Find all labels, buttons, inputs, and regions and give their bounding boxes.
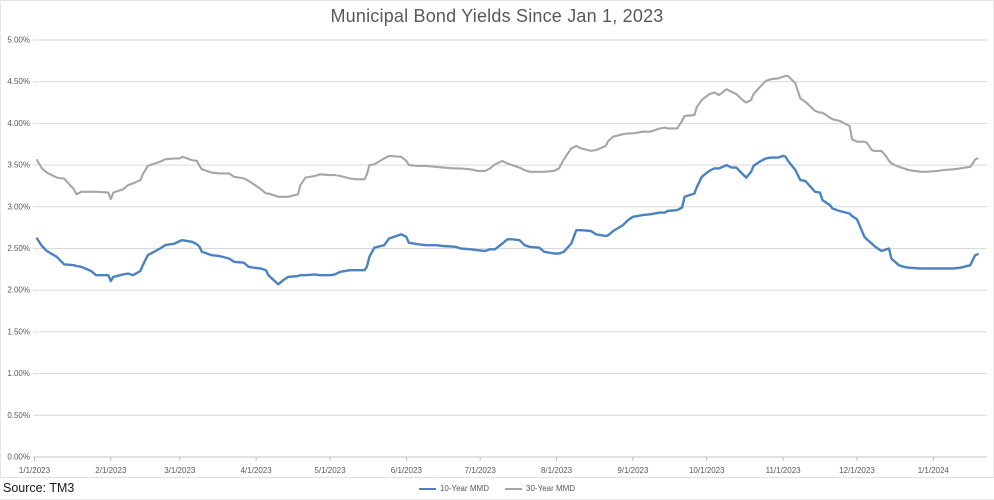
legend-line-swatch bbox=[418, 487, 436, 490]
x-axis-label: 7/1/2023 bbox=[465, 466, 497, 475]
legend-label: 30-Year MMD bbox=[526, 484, 576, 493]
source-note: Source: TM3 bbox=[3, 481, 75, 495]
x-axis-label: 2/1/2023 bbox=[95, 466, 127, 475]
y-axis-label: 1.50% bbox=[7, 327, 30, 336]
y-axis-label: 3.50% bbox=[7, 161, 30, 170]
chart-legend: 10-Year MMD 30-Year MMD bbox=[0, 484, 994, 493]
x-axis-label: 4/1/2023 bbox=[241, 466, 273, 475]
legend-item-10-year-mmd: 10-Year MMD bbox=[418, 484, 489, 493]
y-axis-label: 2.00% bbox=[7, 286, 30, 295]
x-axis-label: 9/1/2023 bbox=[617, 466, 649, 475]
series-line-30-year-mmd bbox=[35, 74, 979, 201]
y-axis-label: 5.00% bbox=[7, 36, 30, 45]
x-axis-label: 5/1/2023 bbox=[314, 466, 346, 475]
line-chart: 5.00% 4.50% 4.00% 3.50% 3.00% 2.50% 2.00% 1.50%… bbox=[7, 36, 987, 475]
x-axis-label: 10/1/2023 bbox=[689, 466, 725, 475]
x-axis-label: 1/1/2023 bbox=[19, 466, 51, 475]
x-axis-label: 11/1/2023 bbox=[766, 466, 802, 475]
series-line-10-year-mmd bbox=[35, 154, 979, 286]
y-axis-label: 4.50% bbox=[7, 77, 30, 86]
y-axis-label: 3.00% bbox=[7, 202, 30, 211]
x-axis-label: 3/1/2023 bbox=[164, 466, 196, 475]
page-left-border bbox=[0, 0, 1, 477]
y-axis-label: 2.50% bbox=[7, 244, 30, 253]
x-axis-label: 6/1/2023 bbox=[391, 466, 423, 475]
chart-title: Municipal Bond Yields Since Jan 1, 2023 bbox=[330, 6, 664, 26]
legend-line-swatch bbox=[505, 487, 522, 490]
legend-item-30-year-mmd: 30-Year MMD bbox=[505, 484, 575, 493]
y-axis-label: 1.00% bbox=[7, 369, 30, 378]
x-axis-label: 8/1/2023 bbox=[541, 466, 573, 475]
y-axis-label: 0.50% bbox=[7, 411, 30, 420]
page-top-border bbox=[0, 0, 994, 1]
chart-bottom-rule bbox=[0, 477, 994, 478]
x-axis-label: 1/1/2024 bbox=[918, 466, 950, 475]
x-axis-label: 12/1/2023 bbox=[839, 466, 875, 475]
y-axis-label: 0.00% bbox=[7, 453, 30, 462]
y-axis-label: 4.00% bbox=[7, 119, 30, 128]
legend-label: 10-Year MMD bbox=[439, 484, 489, 493]
